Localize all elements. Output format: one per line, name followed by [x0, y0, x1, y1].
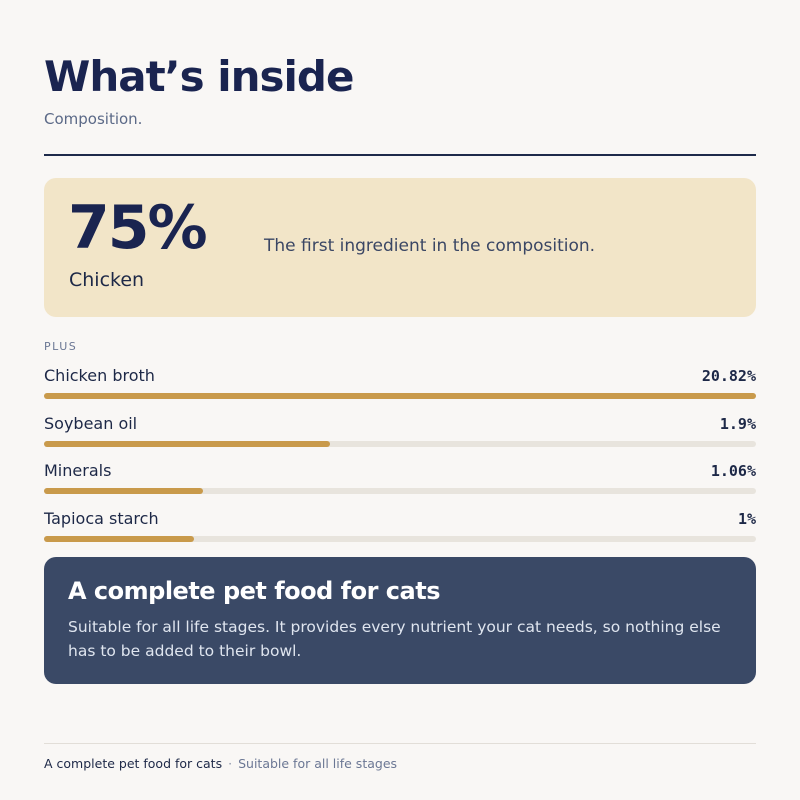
hero-description: The first ingredient in the composition. [264, 236, 596, 256]
ingredient-name: Soybean oil [44, 413, 138, 433]
ingredient-value: 1% [737, 509, 756, 528]
ingredient-value: 1.9% [719, 414, 756, 433]
plus-label: PLUS [44, 340, 78, 353]
footer: A complete pet food for cats · Suitable fo… [44, 756, 397, 771]
ingredient-bar-track [44, 488, 756, 494]
ingredient-row: Minerals 1.06% [44, 461, 756, 509]
footer-separator: · [228, 756, 233, 771]
ingredient-row: Chicken broth 20.82% [44, 366, 756, 414]
ingredient-bar-fill [44, 393, 756, 399]
ingredient-bar-fill [44, 488, 203, 494]
ingredient-bar-track [44, 535, 756, 542]
header-divider [44, 154, 756, 156]
ingredient-value: 1.06% [710, 462, 756, 480]
footer-divider [44, 743, 756, 744]
callout-title: A complete pet food for cats [68, 577, 440, 605]
complete-food-callout: A complete pet food for cats Suitable fo… [44, 557, 756, 684]
hero-card: 75% Chicken The first ingredient in the … [44, 178, 756, 317]
ingredient-bar-fill [44, 440, 330, 447]
ingredient-name: Chicken broth [44, 366, 155, 385]
page-subtitle: Composition. [44, 110, 143, 128]
ingredient-row: Soybean oil 1.9% [44, 414, 756, 462]
ingredient-bar-fill [44, 535, 194, 542]
ingredient-name: Tapioca starch [44, 508, 159, 528]
hero-ingredient: Chicken [69, 269, 145, 291]
ingredient-value: 20.82% [701, 367, 756, 385]
ingredient-bar-track [44, 440, 756, 447]
ingredient-name: Minerals [44, 461, 112, 480]
callout-text: Suitable for all life stages. It provide… [68, 618, 721, 660]
footer-main-text: A complete pet food for cats [44, 756, 223, 771]
footer-sub-text: Suitable for all life stages [238, 756, 398, 771]
ingredient-row: Tapioca starch 1% [44, 509, 756, 557]
ingredient-list: Chicken broth 20.82% Soybean oil 1.9% Mi… [44, 366, 756, 556]
hero-percent: 75% [68, 193, 208, 263]
ingredient-bar-track [44, 393, 756, 399]
page-title: What’s inside [44, 52, 354, 101]
